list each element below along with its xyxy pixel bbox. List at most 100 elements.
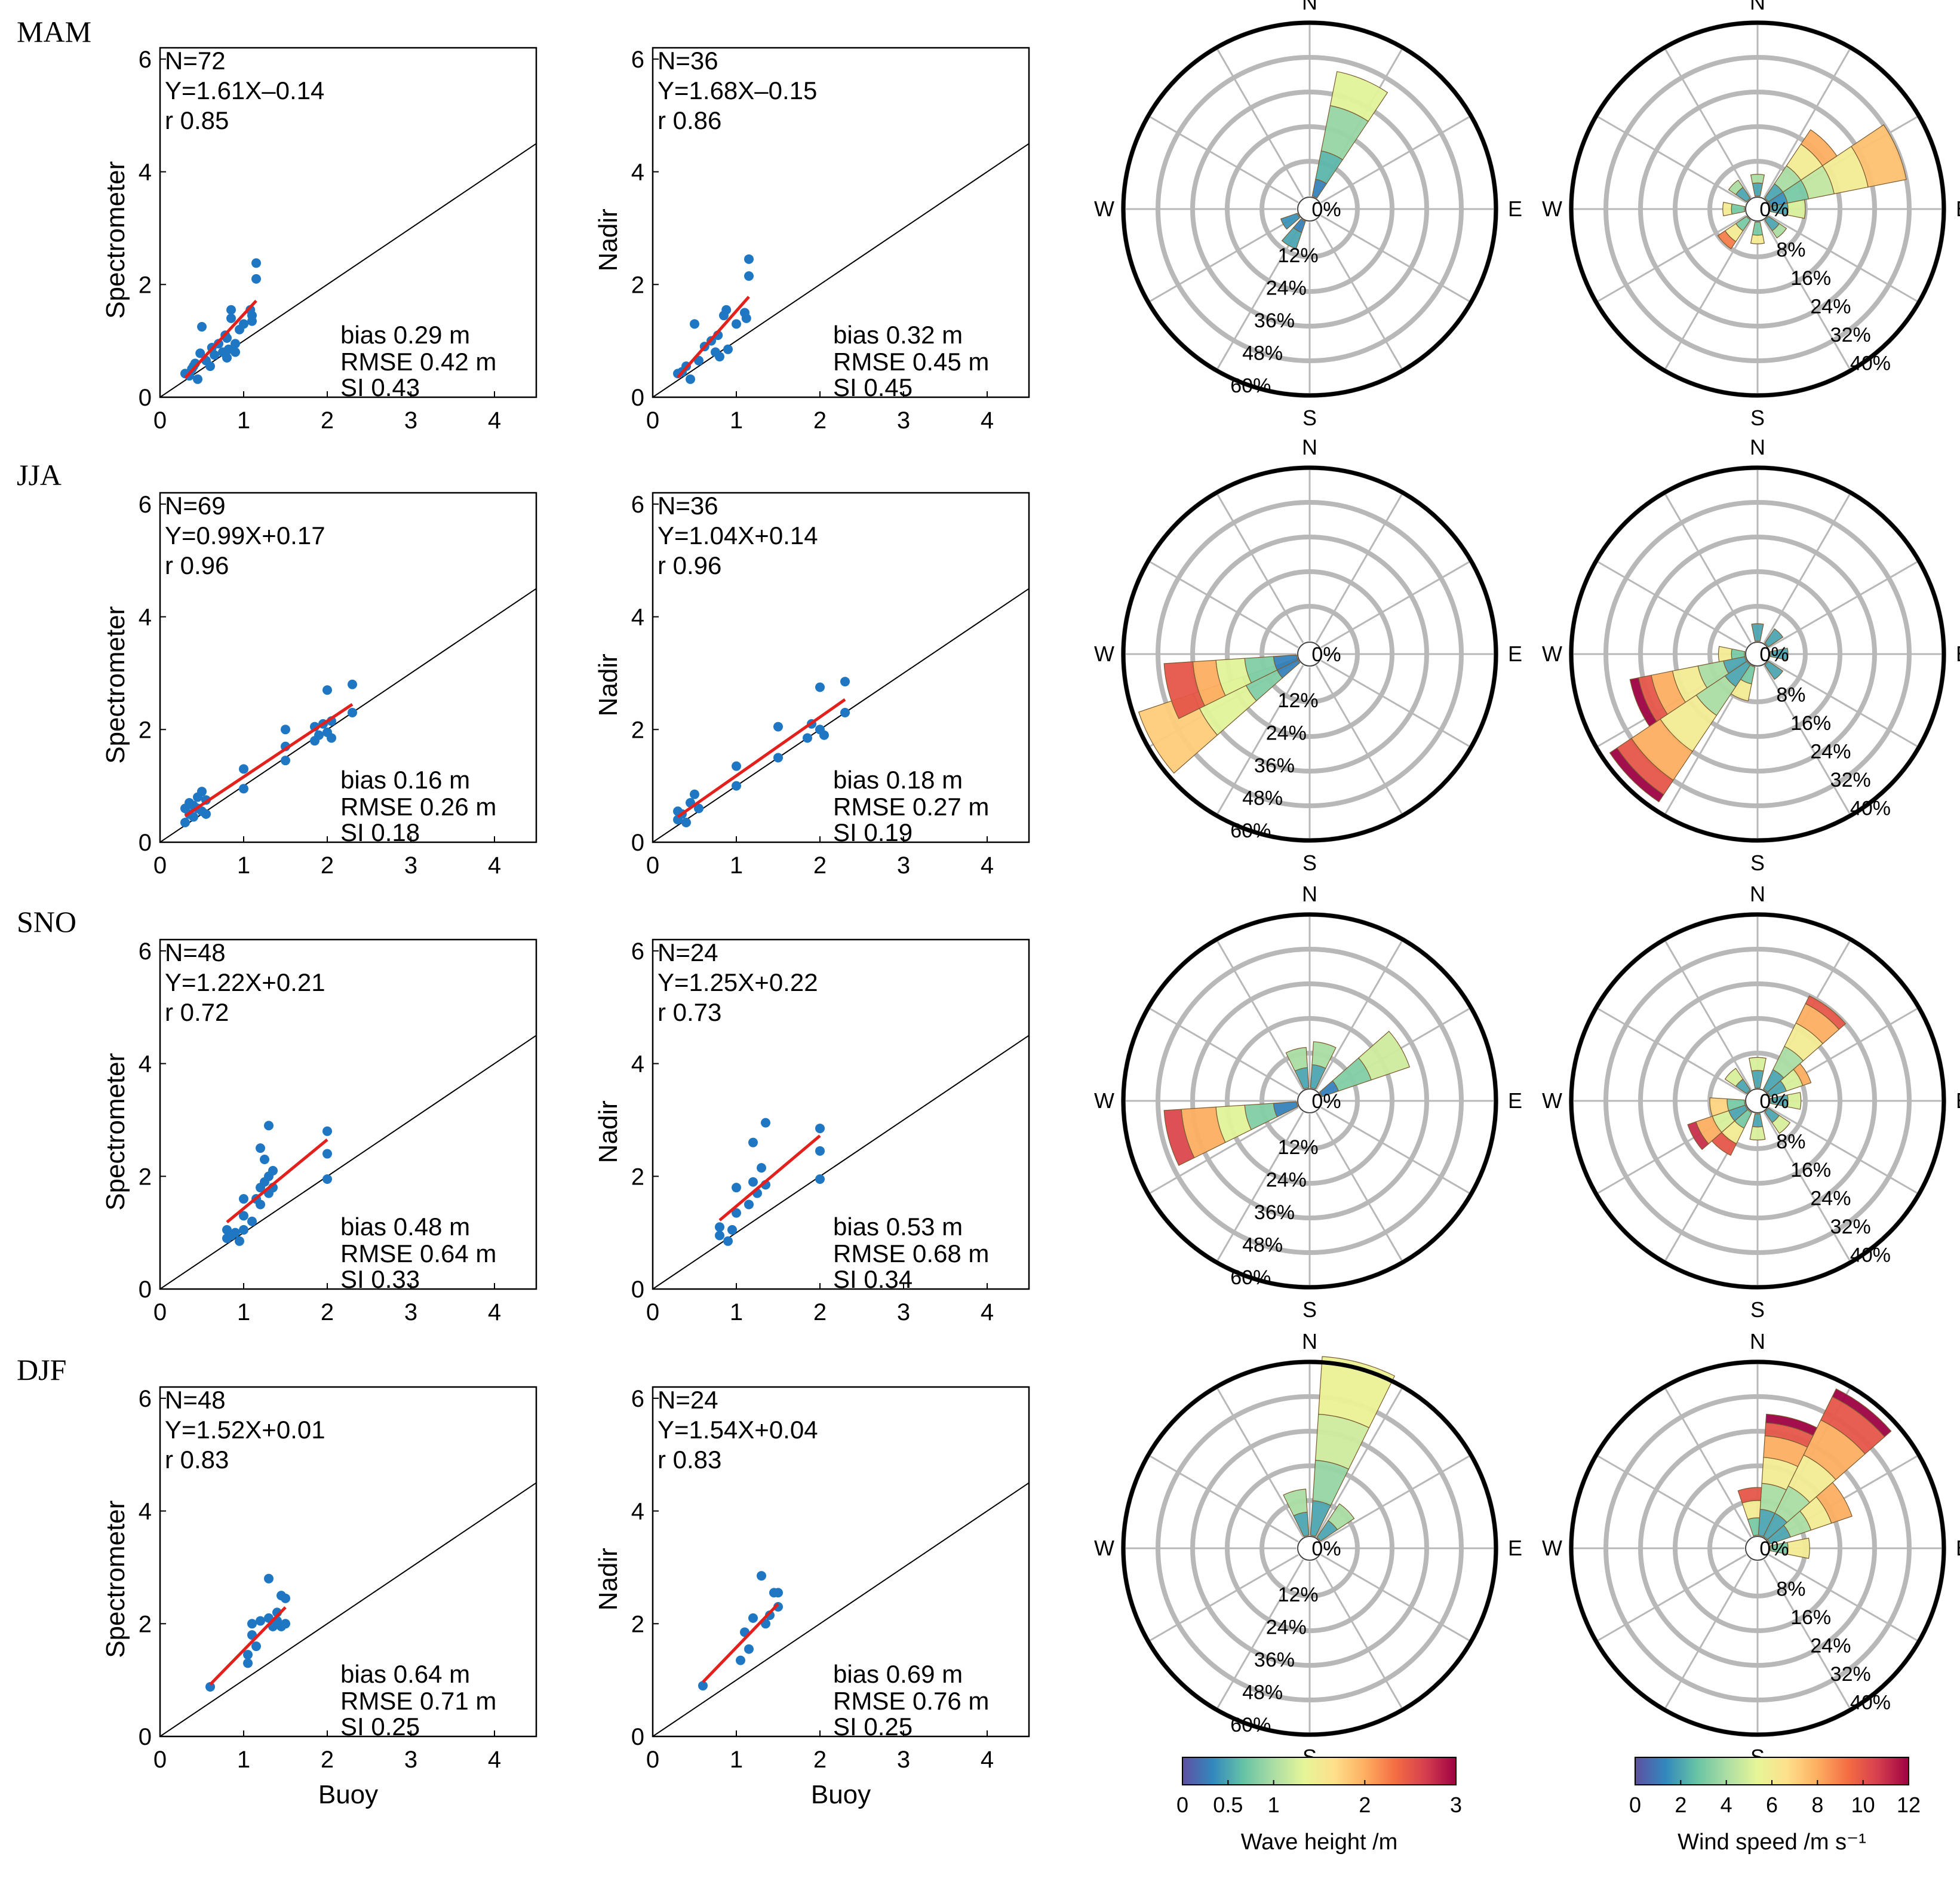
data-point	[840, 677, 850, 687]
colorbar-bar	[1182, 1757, 1457, 1785]
rose-segment	[1728, 179, 1744, 195]
y-tick-label: 6	[139, 47, 152, 73]
data-point	[239, 764, 248, 774]
axes-box	[159, 47, 537, 398]
rose-ring-label: 48%	[1242, 1681, 1283, 1704]
stat-n: N=69	[165, 492, 226, 520]
one-to-one-line	[653, 1482, 1029, 1736]
rose-ring-label: 0%	[1759, 198, 1789, 221]
rose-ring-label: 16%	[1790, 712, 1831, 735]
regression-line	[209, 1606, 287, 1686]
data-point	[226, 313, 236, 323]
rose-segment	[1749, 1126, 1766, 1141]
y-axis-label: Spectrometer	[101, 161, 130, 319]
rose-ring-label: 8%	[1776, 1131, 1805, 1153]
stat-r: r 0.85	[165, 106, 229, 134]
stat-equation: Y=1.61X–0.14	[165, 76, 324, 105]
data-point	[197, 787, 207, 797]
rose-spoke	[1148, 1554, 1299, 1643]
stat-si: SI 0.25	[833, 1713, 913, 1741]
stat-si: SI 0.33	[340, 1265, 420, 1293]
colorbar-tick-label: 3	[1450, 1793, 1462, 1817]
regression-line	[226, 1139, 328, 1224]
x-tick-label: 2	[321, 407, 334, 434]
colorbar-tick-label: 6	[1766, 1793, 1778, 1817]
data-point	[251, 1641, 261, 1652]
data-point	[773, 753, 783, 763]
stat-n: N=24	[658, 938, 718, 966]
x-tick-label: 3	[404, 1747, 417, 1773]
rose-segment	[1328, 1503, 1355, 1530]
data-point	[226, 305, 236, 315]
stat-r: r 0.86	[658, 106, 721, 134]
stat-rmse: RMSE 0.26 m	[340, 793, 496, 821]
rose-center	[1745, 1088, 1770, 1113]
rose-segment	[1718, 646, 1732, 662]
y-axis-label: Nadir	[594, 1548, 623, 1610]
rose-segment	[1311, 1041, 1337, 1069]
data-point	[765, 1610, 775, 1621]
data-point	[715, 352, 724, 362]
rose-ring-label: 24%	[1266, 277, 1307, 300]
data-point	[744, 271, 754, 281]
rose-panel-jja-wave: 0% 12% 24% 36% 48% 60% N E S W	[1094, 435, 1522, 875]
data-point	[256, 1199, 265, 1210]
y-tick-label: 6	[631, 938, 644, 965]
rose-spoke	[1315, 939, 1404, 1090]
rose-ring-label: 48%	[1242, 342, 1283, 365]
data-point	[260, 1154, 269, 1164]
rose-spoke	[1315, 1559, 1404, 1710]
rose-ring	[1190, 981, 1429, 1220]
rose-spoke	[1768, 659, 1919, 748]
y-tick-label: 4	[139, 1051, 152, 1078]
regression-line	[702, 1603, 779, 1683]
rose-segment	[1731, 203, 1746, 215]
x-tick-label: 1	[730, 407, 743, 434]
rose-segment	[1752, 1113, 1764, 1128]
data-point	[180, 817, 190, 827]
data-point	[264, 1573, 274, 1584]
rose-ring-label: 16%	[1790, 1606, 1831, 1629]
rose-outer-circle	[1121, 465, 1498, 843]
data-point	[761, 1118, 770, 1128]
colorbar-wind-speed: 0 2 4 6 8 10 12 Wind speed /m s⁻¹	[1629, 1757, 1921, 1855]
rose-ring-label: 24%	[1810, 296, 1851, 318]
rose-ring-label: 24%	[1266, 1616, 1307, 1639]
rose-segment	[1787, 199, 1806, 219]
one-to-one-line	[653, 588, 1029, 842]
data-point	[819, 730, 829, 740]
y-axis-label: Spectrometer	[101, 1053, 130, 1211]
rose-ring-label: 0%	[1759, 1538, 1789, 1560]
x-tick-label: 1	[730, 1299, 743, 1325]
scatter-panel-mam-nadir: 0 1 2 3 4 0 2 4 6 Nadir N=36Y=1.68X–0.15r 0.86 bias…	[594, 47, 1030, 434]
rose-segment	[1800, 129, 1838, 167]
one-to-one-line	[160, 1035, 536, 1289]
x-tick-label: 2	[813, 407, 827, 434]
rose-ring-label: 0%	[1759, 1090, 1789, 1113]
rose-spoke	[1663, 220, 1752, 371]
data-point	[757, 1163, 766, 1173]
data-point	[757, 1571, 766, 1581]
data-point	[239, 1211, 248, 1221]
stat-rmse: RMSE 0.76 m	[833, 1687, 989, 1715]
data-point	[744, 1199, 754, 1210]
rose-spoke	[1596, 214, 1747, 303]
rose-spoke	[1315, 220, 1404, 371]
y-tick-label: 6	[139, 492, 152, 518]
data-point	[803, 733, 812, 743]
one-to-one-line	[160, 588, 536, 842]
rose-panel-mam-wind: 0% 8% 16% 24% 32% 40% N E S W	[1542, 0, 1960, 430]
rose-spoke	[1148, 214, 1299, 303]
rose-segment	[1730, 679, 1752, 702]
stat-equation: Y=1.54X+0.04	[658, 1416, 818, 1444]
rose-ring-label: 24%	[1810, 741, 1851, 763]
colorbar-tick-label: 10	[1851, 1793, 1875, 1817]
rose-segment	[1737, 1487, 1762, 1504]
rose-center	[1745, 1536, 1770, 1561]
rose-segment	[1769, 648, 1789, 661]
x-tick-label: 4	[488, 407, 501, 434]
x-tick-label: 1	[730, 1747, 743, 1773]
rose-ring	[1638, 1429, 1877, 1668]
axes-box	[159, 1386, 537, 1738]
